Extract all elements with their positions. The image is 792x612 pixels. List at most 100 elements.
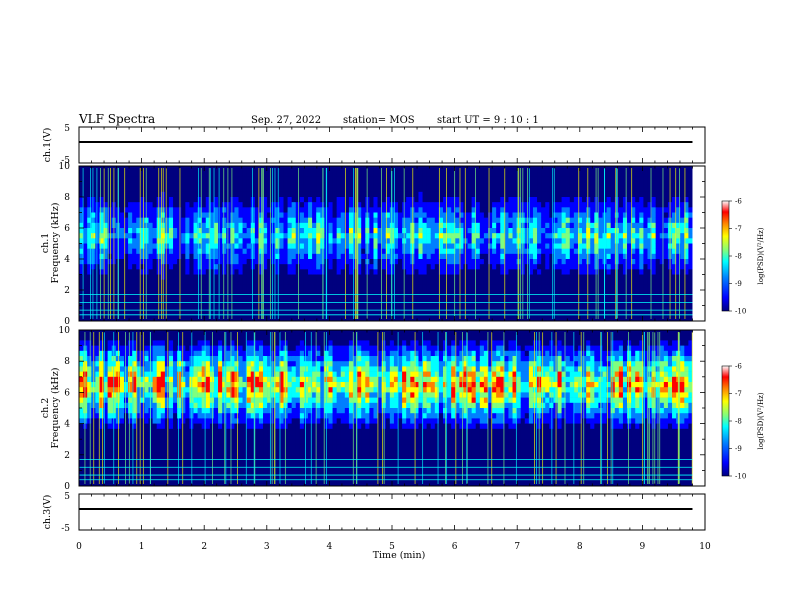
spectrogram-cell: [471, 253, 477, 260]
spectrogram-cell: [434, 259, 440, 265]
spectrogram-cell: [524, 315, 530, 322]
spectrogram-cell: [283, 171, 288, 177]
spectrogram-cell: [209, 300, 215, 306]
spectrogram-cell: [279, 315, 284, 322]
spectrogram-cell: [95, 413, 100, 419]
spectrogram-cell: [181, 217, 186, 224]
spectrogram-cell: [508, 222, 513, 229]
spectrogram-cell: [128, 191, 133, 198]
spectrogram-cell: [663, 274, 669, 280]
spectrogram-cell: [168, 295, 174, 301]
spectrogram-cell: [618, 202, 624, 208]
spectrogram-cell: [222, 305, 227, 311]
spectrogram-cell: [393, 300, 399, 306]
spectrogram-cell: [250, 181, 256, 187]
spectrogram-cell: [336, 238, 342, 244]
spectrogram-cell: [316, 166, 321, 172]
spectrogram-cell: [91, 181, 96, 187]
spectrogram-cell: [483, 243, 489, 249]
spectrogram-cell: [398, 310, 403, 317]
spectrogram-cell: [230, 228, 235, 234]
spectrogram-cell: [475, 228, 481, 234]
spectrogram-cell: [659, 284, 665, 291]
spectrogram-cell: [443, 315, 448, 322]
spectrogram-cell: [222, 248, 227, 255]
spectrogram-cell: [663, 300, 669, 306]
spectrogram-cell: [197, 315, 202, 322]
spectrogram-cell: [672, 310, 677, 317]
spectrogram-cell: [316, 171, 321, 177]
spectrogram-cell: [291, 274, 297, 280]
spectrogram-cell: [672, 222, 677, 229]
spectrogram-cell: [618, 207, 624, 213]
spectrogram-cell: [422, 279, 427, 286]
y-tick-label: 2: [64, 286, 70, 296]
spectrogram-cell: [373, 269, 378, 275]
spectrogram-cell: [655, 253, 661, 260]
spectrogram-cell: [218, 166, 223, 172]
spectrogram-cell: [635, 305, 640, 311]
spectrogram-cell: [447, 202, 452, 208]
spectrogram-cell: [79, 356, 84, 362]
spectrogram-cell: [659, 222, 665, 229]
spectrogram-cell: [573, 171, 579, 177]
spectrogram-cell: [218, 305, 223, 311]
spectrogram-cell: [398, 248, 403, 255]
spectrogram-cell: [185, 181, 190, 187]
spectrogram-cell: [627, 315, 632, 322]
spectrogram-cell: [639, 181, 644, 187]
spectrogram-cell: [618, 171, 624, 177]
spectrogram-cell: [561, 202, 566, 208]
spectrogram-cell: [680, 274, 685, 280]
spectrogram-cell: [672, 315, 677, 322]
spectrogram-cell: [422, 315, 427, 322]
spectrogram-cell: [557, 207, 562, 213]
spectrogram-cell: [79, 248, 84, 255]
spectrogram-cell: [91, 259, 96, 265]
spectrogram-cell: [332, 290, 337, 296]
spectrogram-cell: [663, 259, 669, 265]
spectrogram-cell: [107, 222, 113, 229]
spectrogram-cell: [573, 166, 579, 172]
spectrogram-cell: [487, 191, 493, 198]
spectrogram-cell: [168, 284, 174, 291]
spectrogram-cell: [148, 315, 153, 322]
spectrogram-cell: [123, 197, 129, 203]
spectrogram-cell: [148, 295, 153, 301]
spectrogram-cell: [152, 259, 158, 265]
spectrogram-cell: [308, 315, 313, 322]
spectrogram-cell: [103, 248, 108, 255]
spectrogram-cell: [684, 305, 689, 311]
spectrogram-cell: [467, 171, 472, 177]
spectrogram-cell: [459, 259, 464, 265]
spectrogram-cell: [312, 176, 317, 182]
spectrogram-cell: [406, 228, 411, 234]
spectrogram-cell: [312, 264, 317, 270]
spectrogram-cell: [213, 259, 219, 265]
spectrogram-cell: [504, 176, 509, 182]
spectrogram-cell: [173, 202, 178, 208]
spectrogram-cell: [340, 243, 346, 249]
spectrogram-cell: [622, 274, 628, 280]
spectrogram-cell: [299, 181, 305, 187]
spectrogram-cell: [99, 300, 104, 306]
spectrogram-cell: [173, 290, 178, 296]
spectrogram-cell: [647, 217, 652, 224]
spectrogram-cell: [226, 253, 231, 260]
spectrogram-cell: [197, 279, 202, 286]
spectrogram-cell: [627, 269, 632, 275]
spectrogram-cell: [246, 212, 252, 218]
spectrogram-cell: [254, 243, 260, 249]
spectrogram-cell: [500, 259, 505, 265]
spectrogram-cell: [627, 233, 632, 239]
spectrogram-cell: [622, 166, 628, 172]
spectrogram-cell: [487, 305, 493, 311]
spectrogram-cell: [218, 253, 223, 260]
spectrogram-cell: [332, 191, 337, 198]
spectrogram-cell: [487, 186, 493, 193]
spectrogram-cell: [688, 279, 693, 286]
spectrogram-cell: [406, 269, 411, 275]
spectrogram-cell: [455, 290, 460, 296]
spectrogram-cell: [430, 171, 436, 177]
spectrogram-cell: [279, 295, 284, 301]
